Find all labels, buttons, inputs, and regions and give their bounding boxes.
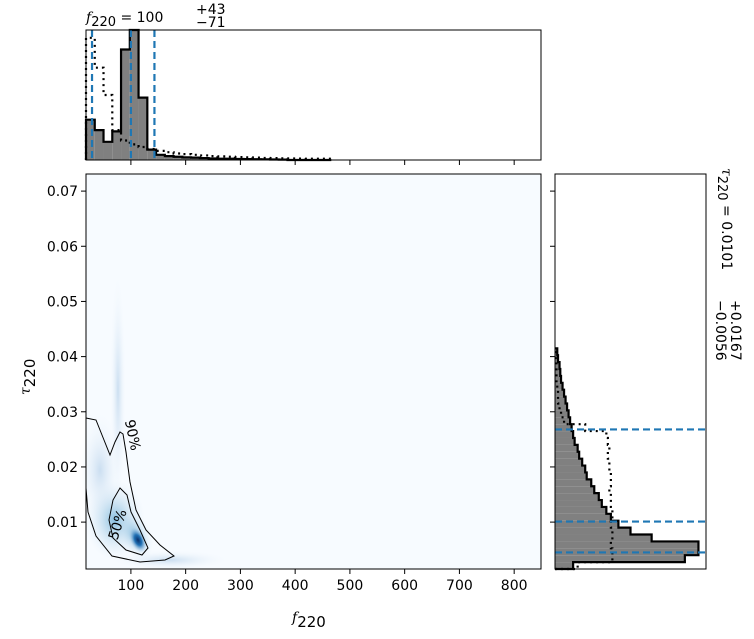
hist-bar <box>555 541 699 549</box>
y-tick-label: 0.05 <box>47 294 78 310</box>
hist-bar <box>555 562 574 569</box>
title-main: f220 = 100 <box>85 10 163 30</box>
hist-bar <box>94 130 104 160</box>
title-sub: −71 <box>196 15 226 31</box>
hist-bar <box>164 156 174 160</box>
top-title: f220 = 100 +43 −71 <box>85 2 226 31</box>
hist-bar <box>555 451 580 459</box>
hist-bar <box>555 506 607 514</box>
top-frame <box>85 29 542 161</box>
right-title: τ220 = 0.0101 +0.0167 −0.0056 <box>712 168 743 361</box>
hist-bar <box>156 154 165 160</box>
hist-bar <box>555 486 595 494</box>
x-tick-label: 100 <box>118 578 145 594</box>
y-tick-label: 0.04 <box>47 350 78 366</box>
hist-bar <box>555 375 562 383</box>
x-axis-label: f220 <box>291 610 326 631</box>
density-field <box>78 270 230 570</box>
hist-bar <box>555 410 569 418</box>
hist-bar <box>555 465 586 473</box>
title-sub: −0.0056 <box>712 300 728 361</box>
y-tick-label: 0.03 <box>47 405 78 421</box>
hist-bar <box>555 396 566 404</box>
y-tick-label: 0.06 <box>47 239 78 255</box>
hist-bar <box>129 30 139 160</box>
hist-bar <box>182 157 192 160</box>
main-frame <box>85 173 542 570</box>
prior-outline <box>554 347 614 571</box>
x-tick-label: 800 <box>501 578 528 594</box>
hist-bar <box>555 458 583 466</box>
hist-bar <box>555 534 652 542</box>
hist-bar <box>555 500 602 507</box>
hist-bar <box>555 472 587 480</box>
hist-bar <box>555 493 599 501</box>
x-tick-label: 500 <box>337 578 364 594</box>
hist-bar <box>147 149 157 160</box>
x-tick-label: 200 <box>172 578 199 594</box>
hist-bar <box>555 513 611 521</box>
title-sup: +43 <box>196 2 226 18</box>
x-tick-label: 300 <box>227 578 254 594</box>
y-tick-label: 0.02 <box>47 460 78 476</box>
hist-bar <box>555 437 575 445</box>
x-tick-label: 400 <box>282 578 309 594</box>
hist-bar <box>103 141 113 160</box>
hist-bar <box>555 527 631 535</box>
hist-bar <box>555 417 571 425</box>
hist-bar <box>86 119 95 160</box>
y-tick-label: 0.01 <box>47 515 78 531</box>
hist-bar <box>121 49 130 160</box>
hist-bar <box>112 131 122 160</box>
contour-90 <box>85 417 175 563</box>
hist-bar <box>191 157 200 160</box>
x-tick-label: 700 <box>446 578 473 594</box>
hist-bar <box>555 520 619 528</box>
hist-bar <box>555 424 572 432</box>
contour-label: 90% <box>121 418 143 452</box>
hist-bar <box>555 382 563 390</box>
hist-bar <box>555 369 561 376</box>
hist-bar <box>555 444 578 452</box>
hist-bar <box>555 479 592 487</box>
y-tick-label: 0.07 <box>47 184 78 200</box>
hist-bar <box>173 156 183 160</box>
contour-50 <box>108 487 149 556</box>
y-axis-label: τ220 <box>18 359 39 395</box>
hist-outline <box>84 28 332 162</box>
hist-bar <box>555 362 560 370</box>
title-main: τ220 = 0.0101 <box>714 168 734 270</box>
x-tick-label: 600 <box>391 578 418 594</box>
hist-bar <box>138 97 148 160</box>
title-sup: +0.0167 <box>727 300 743 361</box>
hist-bar <box>555 431 574 438</box>
hist-bar <box>555 555 685 563</box>
hist-bar <box>555 389 565 397</box>
hist-outline <box>555 347 700 571</box>
density-background <box>86 174 541 569</box>
hist-bar <box>555 403 568 411</box>
right-frame <box>554 173 707 570</box>
